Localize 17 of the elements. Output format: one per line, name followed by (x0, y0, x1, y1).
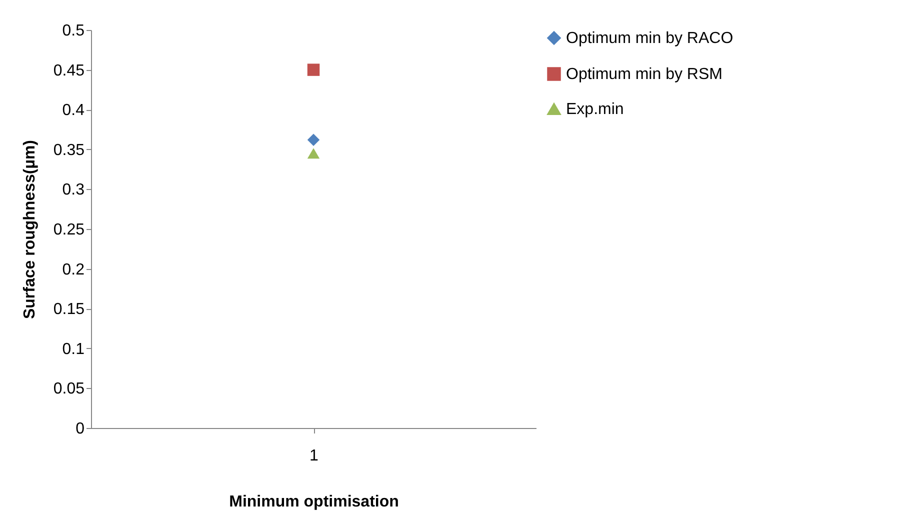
y-tick-label: 0.15 (53, 301, 85, 318)
y-tick-label: 0.5 (62, 22, 85, 40)
y-tick-label: 0 (76, 420, 85, 438)
legend-label: Exp.min (566, 101, 624, 118)
y-tick-label: 0.45 (53, 62, 85, 80)
y-axis-title: Surface roughness(µm) (21, 140, 38, 320)
y-tick-label: 0.05 (53, 380, 85, 398)
y-tick-label: 0.2 (62, 261, 85, 278)
legend-label: Optimum min by RSM (566, 66, 722, 83)
y-tick-label: 0.4 (62, 102, 85, 120)
y-tick-label: 0.35 (53, 142, 85, 159)
y-tick-label: 0.1 (62, 340, 85, 358)
y-tick-label: 0.3 (62, 182, 85, 199)
y-tick-label: 0.25 (53, 222, 85, 238)
x-axis-title: Minimum optimisation (229, 494, 399, 510)
x-tick-label: 1 (310, 448, 319, 464)
legend-label: Optimum min by RACO (566, 30, 734, 47)
